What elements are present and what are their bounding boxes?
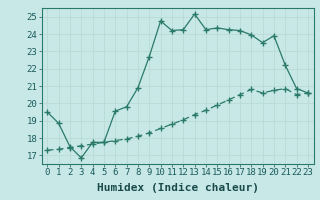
X-axis label: Humidex (Indice chaleur): Humidex (Indice chaleur) <box>97 183 259 193</box>
